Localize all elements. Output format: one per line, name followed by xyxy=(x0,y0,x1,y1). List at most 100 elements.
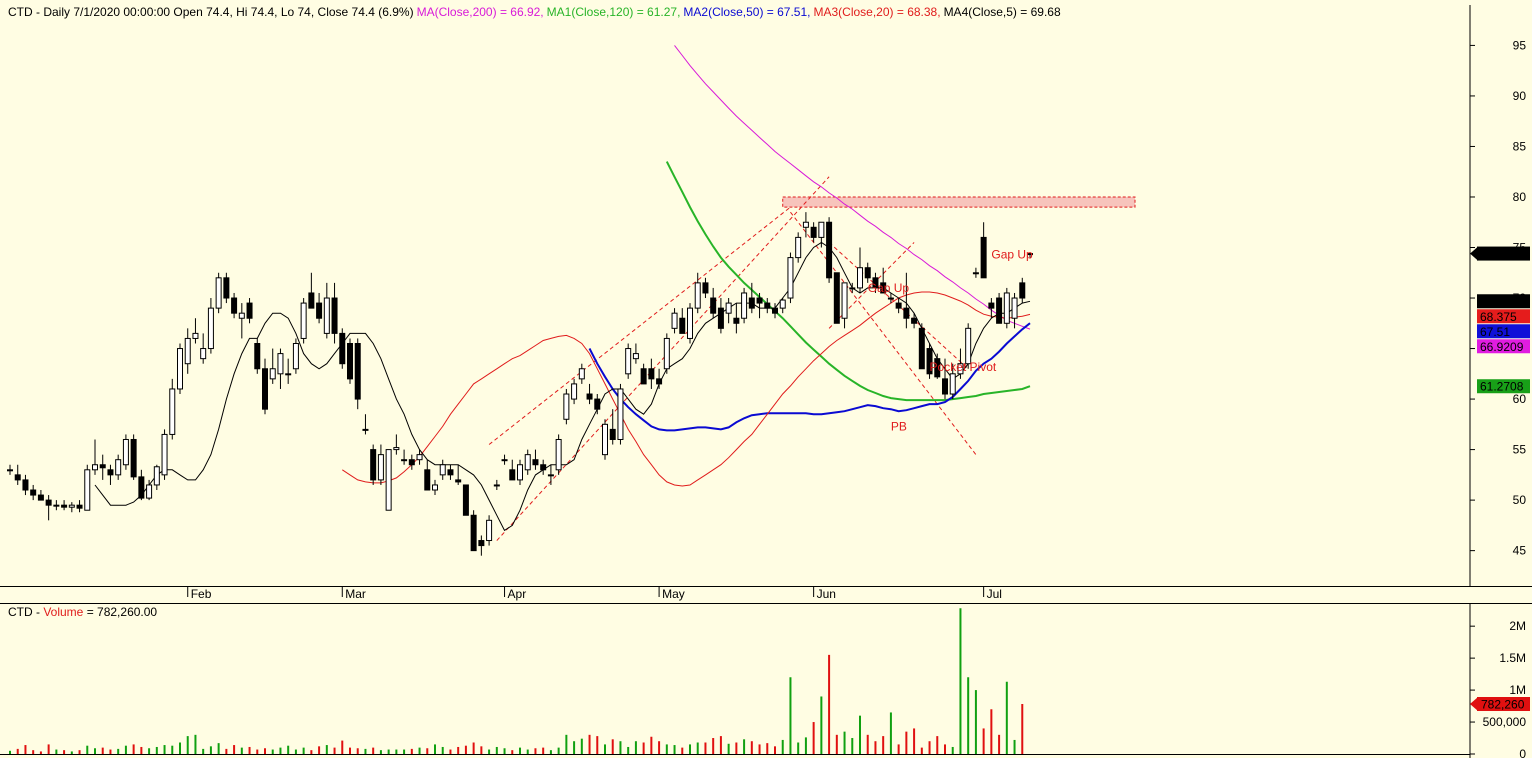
ma200-line xyxy=(674,45,1031,330)
candle-down xyxy=(918,327,925,370)
candle-down xyxy=(1019,282,1026,299)
candle-down xyxy=(462,484,469,516)
volume-value-badge: 782,260 xyxy=(1470,697,1530,712)
candle-down xyxy=(717,307,724,329)
candle-down xyxy=(532,459,539,466)
candle-up xyxy=(524,454,531,471)
candle-up xyxy=(161,433,168,476)
candle-up xyxy=(741,292,748,319)
candle-down xyxy=(138,476,145,499)
candle-up xyxy=(547,474,554,477)
candle-up xyxy=(292,342,299,370)
volume-panel[interactable]: 0 500,000 1M 1.5M 2M 782,260 CTD - Volume = … xyxy=(0,603,1532,758)
candle-down xyxy=(679,317,686,334)
candle-down xyxy=(810,226,817,238)
candle-up xyxy=(1003,292,1010,324)
candle-down xyxy=(509,469,516,481)
candle-up xyxy=(493,484,500,487)
volume-title: CTD - Volume = 782,260.00 xyxy=(8,605,157,619)
candle-up xyxy=(92,464,98,471)
candle-down xyxy=(872,277,879,289)
candle-down xyxy=(988,302,995,309)
candle-down xyxy=(316,302,323,319)
price-panel[interactable]: 4550556065707580859095 FebMarAprMayJunJu… xyxy=(0,5,1532,601)
candle-up xyxy=(238,312,245,319)
candle-up xyxy=(269,368,276,380)
candle-down xyxy=(934,358,941,378)
candle-up xyxy=(377,454,384,481)
price-tick-label: 60 xyxy=(1513,392,1527,406)
uptrend-lower-line xyxy=(496,176,830,541)
candle-up xyxy=(153,466,160,486)
ma120-line xyxy=(665,161,1031,402)
annotations: Gap Up Gap Up Pocket Pivot PB xyxy=(868,248,1033,434)
header-ma120: MA1(Close,120) = 61.27, xyxy=(547,5,681,19)
candle-down xyxy=(764,302,771,309)
candle-down xyxy=(748,297,755,309)
candle-up xyxy=(663,337,670,370)
candle-up xyxy=(486,519,493,542)
volume-bars xyxy=(9,608,1024,754)
candle-down xyxy=(996,297,1003,324)
candle-down xyxy=(262,368,268,410)
ma20-line xyxy=(342,291,1031,487)
annotation-gap-up-2: Gap Up xyxy=(991,248,1033,262)
candle-up xyxy=(416,454,423,461)
candle-up xyxy=(7,469,13,472)
candle-down xyxy=(76,504,83,509)
price-tick-label: 55 xyxy=(1513,443,1527,457)
downtrend-lower-line xyxy=(790,211,977,455)
candle-down xyxy=(864,267,871,279)
candle-down xyxy=(609,428,616,440)
price-tick-label: 90 xyxy=(1513,89,1527,103)
candle-down xyxy=(926,348,933,375)
candle-up xyxy=(115,459,122,476)
volume-tick-label: 1M xyxy=(1509,683,1526,697)
candle-up xyxy=(122,438,129,466)
candle-up xyxy=(517,464,523,481)
month-label: May xyxy=(662,587,685,601)
volume-tick-label: 0 xyxy=(1519,747,1526,758)
candle-up xyxy=(53,504,60,507)
candle-down xyxy=(540,464,547,471)
price-tick-label: 85 xyxy=(1513,139,1527,153)
candle-down xyxy=(254,342,261,370)
candle-up xyxy=(1027,253,1033,256)
candle-up xyxy=(184,337,191,365)
volume-tick-label: 1.5M xyxy=(1499,651,1526,665)
resistance-zone xyxy=(782,196,1136,208)
candle-up xyxy=(432,484,438,491)
candle-up xyxy=(957,363,964,375)
volume-badge-arrow xyxy=(1470,697,1478,712)
candle-up xyxy=(563,393,570,420)
candle-up xyxy=(787,257,794,299)
candle-up xyxy=(1011,297,1018,319)
candle-down xyxy=(37,494,44,501)
candle-up xyxy=(68,504,75,508)
candle-down xyxy=(308,292,315,309)
candle-up xyxy=(725,302,732,314)
candle-up xyxy=(849,287,856,290)
candle-down xyxy=(478,540,485,547)
uptrend-upper-line xyxy=(488,206,791,445)
candle-down xyxy=(339,332,346,365)
candle-down xyxy=(231,297,238,314)
candle-up xyxy=(362,428,369,431)
price-tick-label: 50 xyxy=(1513,493,1527,507)
candle-up xyxy=(779,299,786,309)
candle-up xyxy=(323,297,330,334)
price-badge: 66.9209 xyxy=(1477,339,1530,354)
svg-text:68.375: 68.375 xyxy=(1480,310,1517,324)
volume-badge-label: 782,260 xyxy=(1481,698,1525,712)
candle-up xyxy=(215,277,222,309)
svg-text:61.2708: 61.2708 xyxy=(1480,380,1524,394)
candle-up xyxy=(555,438,562,471)
time-axis: Feb Mar Apr May Jun Jul xyxy=(187,586,1002,601)
candle-down xyxy=(331,297,338,334)
candle-up xyxy=(578,368,585,380)
volume-tick-label: 2M xyxy=(1509,619,1526,633)
candle-down xyxy=(30,489,37,496)
candle-up xyxy=(972,272,979,275)
